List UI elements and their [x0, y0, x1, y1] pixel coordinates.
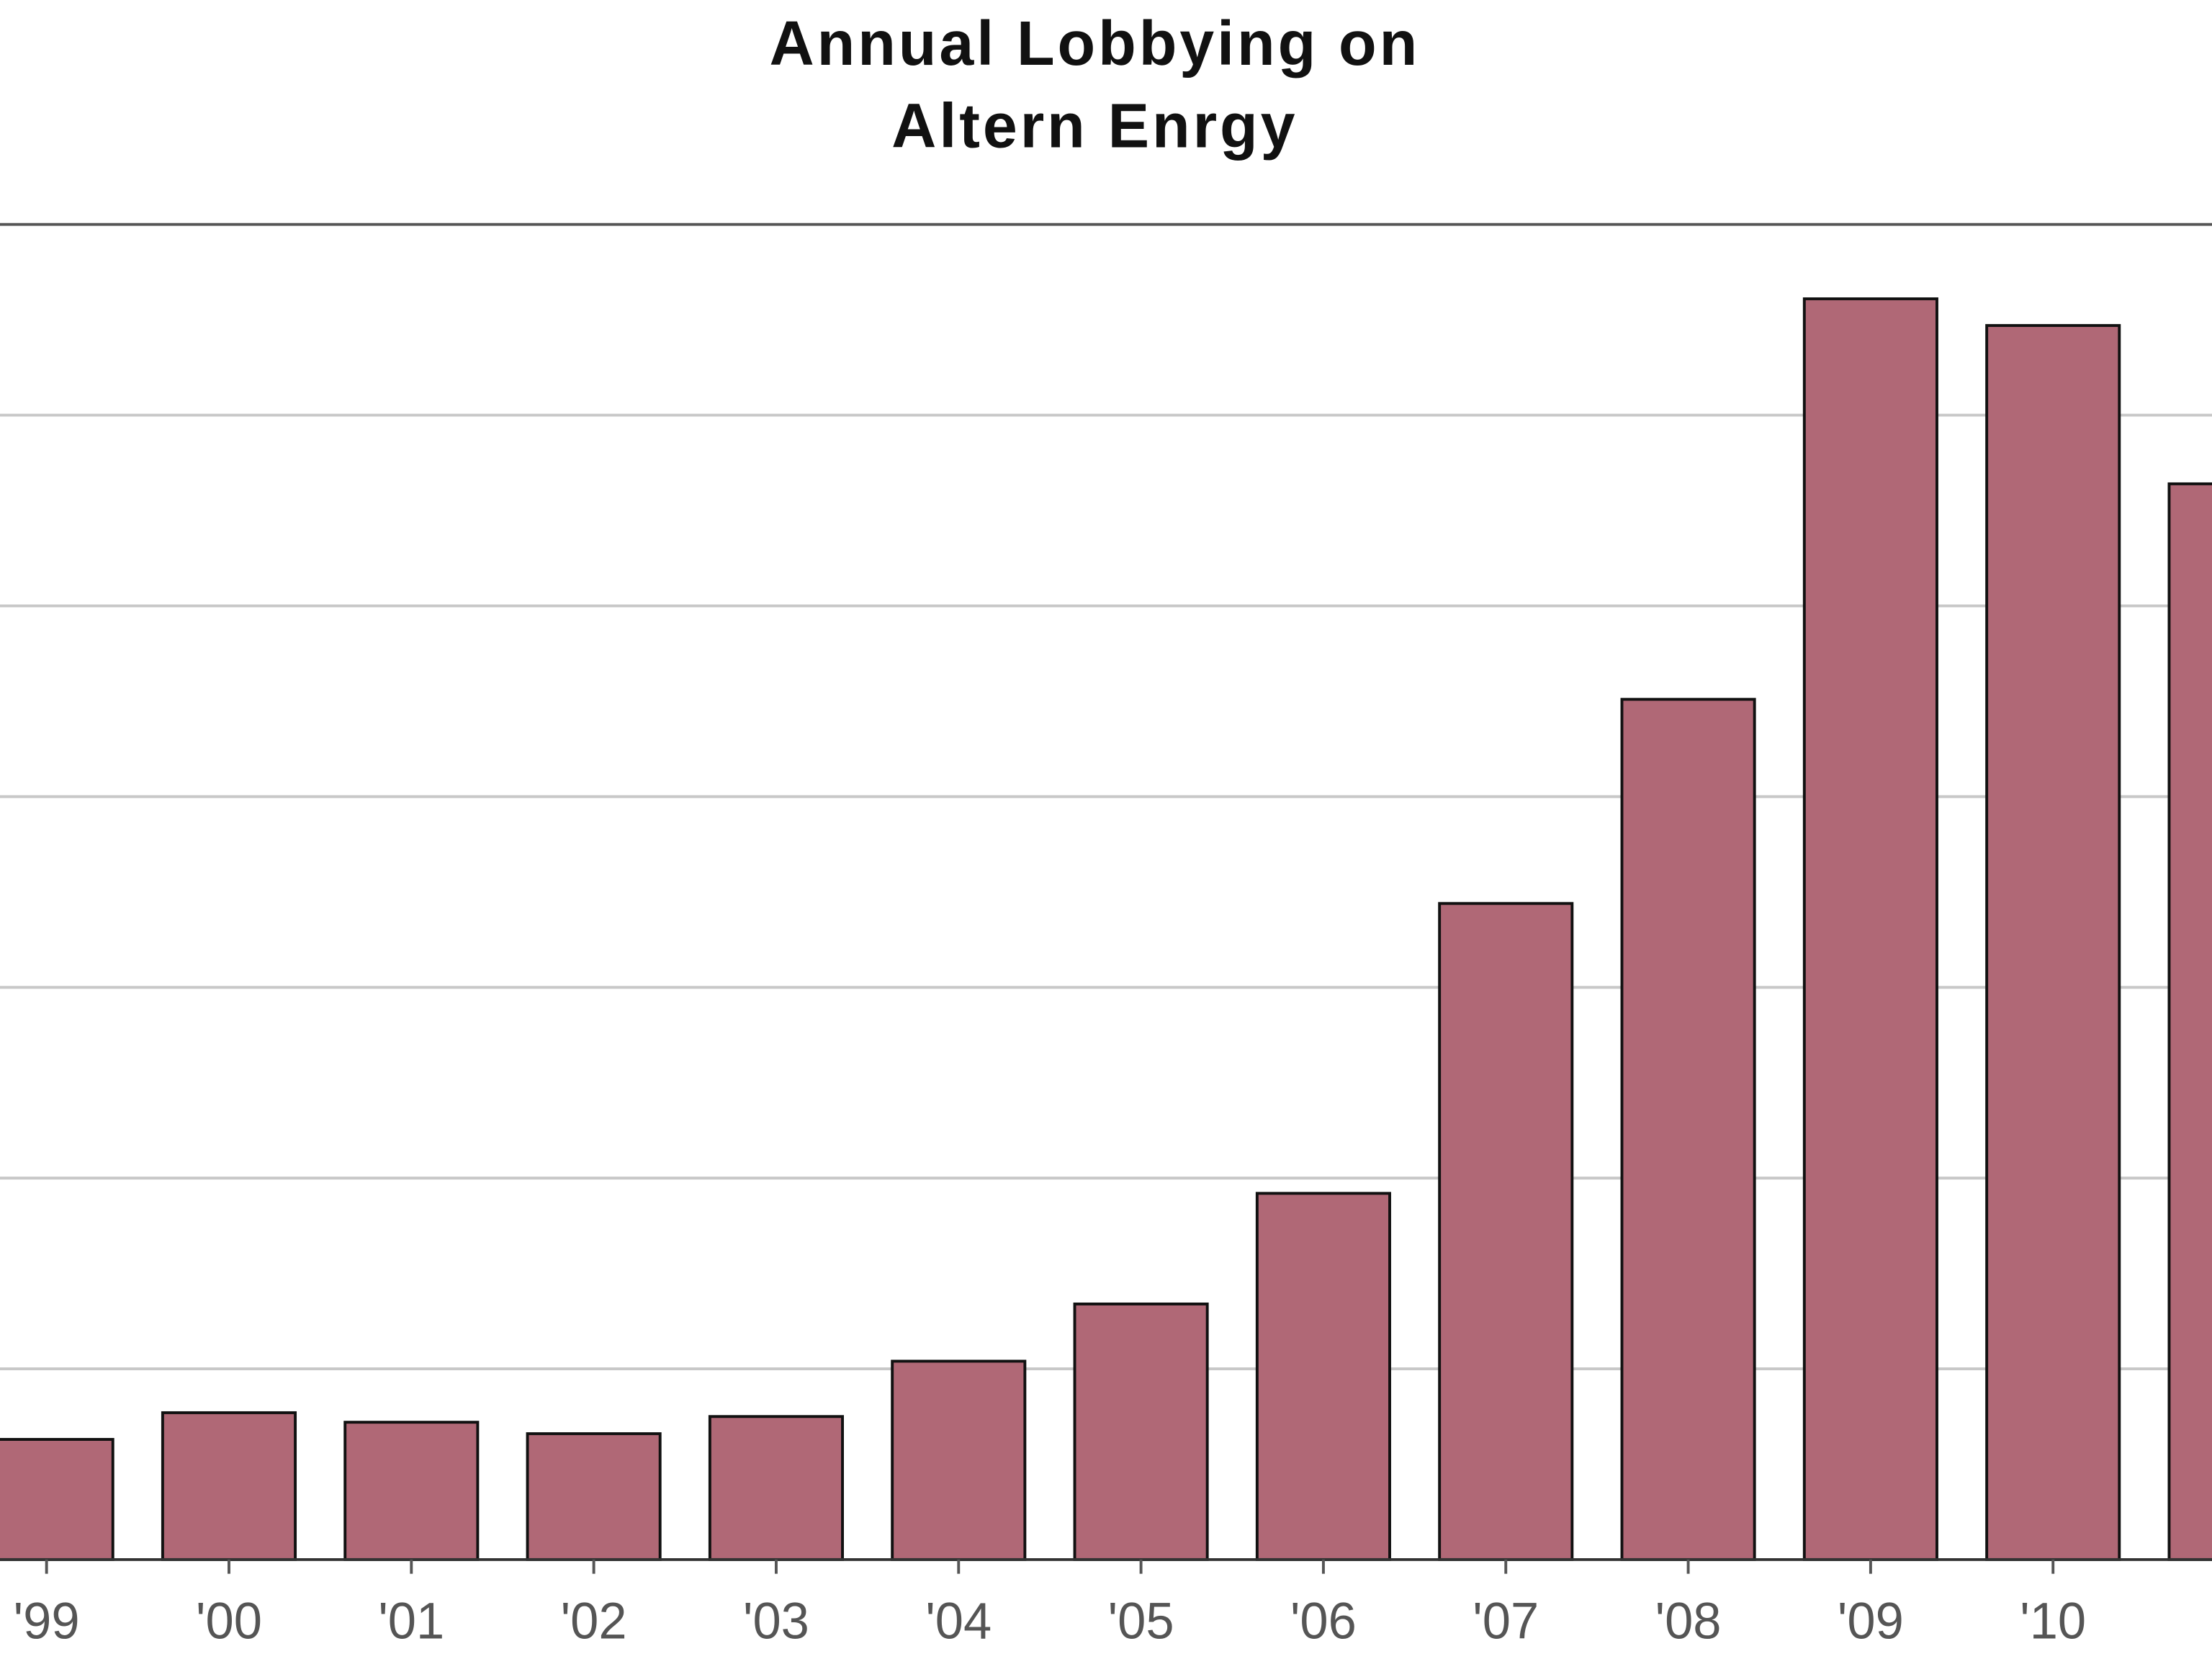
chart-title: Annual Lobbying on: [769, 9, 1420, 78]
x-tick-label: '08: [1655, 1592, 1722, 1649]
x-tick-label: '01: [378, 1592, 444, 1649]
bar: [526, 1432, 662, 1561]
bar: [161, 1411, 297, 1561]
chart-title: Altern Enrgy: [891, 91, 1298, 161]
x-tick-label: '99: [14, 1592, 80, 1649]
bar: [1620, 698, 1756, 1561]
x-tick-label: '05: [1108, 1592, 1174, 1649]
bar: [0, 1438, 114, 1561]
bar: [708, 1415, 844, 1561]
bar: [1255, 1192, 1391, 1561]
bar: [1073, 1302, 1209, 1561]
x-tick-label: '00: [196, 1592, 262, 1649]
bar: [1802, 297, 1938, 1561]
x-tick-label: '06: [1290, 1592, 1357, 1649]
x-tick-label: '09: [1838, 1592, 1904, 1649]
bar: [1985, 324, 2121, 1561]
x-tick-label: '03: [743, 1592, 809, 1649]
x-tick-label: '07: [1473, 1592, 1539, 1649]
bar: [891, 1359, 1027, 1561]
plot: Annual Lobbying on Altern Enrgy '99 '00 '0…: [0, 9, 2212, 1649]
bar: [1438, 902, 1574, 1561]
bar: [343, 1421, 480, 1561]
x-tick-label: '04: [925, 1592, 992, 1649]
x-tick-label: '02: [561, 1592, 627, 1649]
x-tick-label: '10: [2020, 1592, 2086, 1649]
bar: [2167, 482, 2212, 1561]
